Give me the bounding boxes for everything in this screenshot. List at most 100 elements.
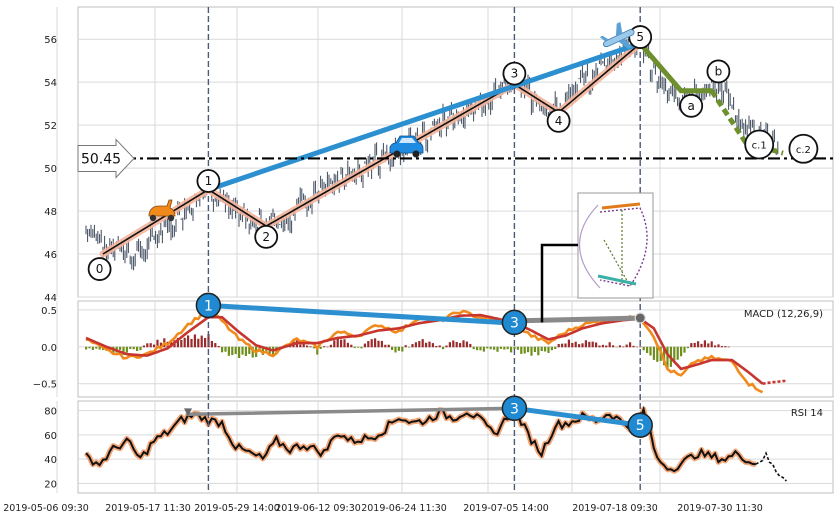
rsi-tick-label: 60 [44, 431, 57, 442]
price-tick-label: 52 [44, 121, 57, 132]
macd-histogram-bar [707, 343, 710, 348]
macd-histogram-bar [183, 337, 186, 348]
macd-histogram-bar [601, 344, 604, 348]
macd-histogram-bar [122, 346, 125, 355]
macd-histogram-bar [350, 344, 353, 348]
macd-histogram-bar [459, 343, 462, 348]
macd-histogram-bar [442, 346, 445, 350]
macd-histogram-bar [357, 346, 360, 348]
macd-histogram-bar [493, 346, 496, 350]
macd-histogram-bar [612, 345, 615, 348]
macd-histogram-bar [333, 340, 336, 348]
macd-histogram-bar [316, 346, 319, 355]
macd-histogram-bar [197, 338, 200, 348]
rsi-panel [83, 403, 787, 482]
macd-histogram-bar [125, 346, 128, 353]
macd-histogram-bar [217, 345, 220, 348]
macd-panel [85, 302, 787, 394]
x-tick-label: 2019-06-12 09:30 [275, 503, 361, 514]
macd-histogram-bar [550, 346, 553, 351]
macd-histogram-bar [642, 346, 645, 351]
macd-histogram-bar [591, 341, 594, 348]
wave-label-b: b [715, 64, 723, 78]
macd-histogram-bar [727, 346, 730, 348]
wave-label-1: 1 [205, 174, 213, 188]
wave-label-2: 2 [262, 230, 270, 244]
macd-histogram-bar [404, 345, 407, 348]
macd-histogram-bar [397, 346, 400, 351]
macd-histogram-bar [646, 346, 649, 354]
wave-label-circle [628, 25, 653, 49]
price-tick-label: 54 [44, 78, 57, 89]
inset-curve [603, 210, 631, 287]
price-tick-label: 56 [44, 35, 57, 46]
macd-histogram-bar [251, 346, 254, 358]
macd-histogram-bar [227, 346, 230, 356]
x-tick-label: 2019-05-06 09:30 [3, 503, 89, 514]
airplane-icon [599, 21, 635, 49]
wave-label-circle [196, 169, 221, 193]
x-tick-label: 2019-06-24 11:30 [361, 503, 447, 514]
macd-histogram-bar [510, 346, 513, 353]
macd-histogram-bar [693, 342, 696, 348]
macd-histogram-bar [98, 346, 101, 350]
macd-histogram-bar [598, 345, 601, 348]
support-callout-arrow [77, 138, 135, 179]
macd-histogram-bar [261, 346, 264, 356]
macd-histogram-bar [244, 346, 247, 356]
macd-histogram-bar [374, 338, 377, 348]
macd-histogram-bar [129, 346, 132, 350]
wave-label-circle [254, 224, 279, 249]
macd-histogram-bar [448, 342, 451, 348]
price-tick-label: 50 [44, 164, 57, 175]
wave-label-0: 0 [96, 262, 104, 276]
wave-label-circle [87, 257, 112, 281]
macd-tick-label: 0.0 [41, 343, 57, 354]
macd-histogram-bar [724, 346, 727, 348]
rsi-label: RSI 14 [791, 408, 823, 419]
macd-histogram-bar [676, 346, 679, 360]
car-icon [389, 135, 424, 158]
macd-histogram-bar [224, 346, 227, 352]
macd-histogram-bar [666, 346, 669, 368]
macd-histogram-bar [387, 344, 390, 348]
rsi-tick-label: 40 [44, 455, 57, 466]
decorations: 50.45 0 1 2 3 4 5 a b c.1 c.2 1 3 3 5 [77, 7, 819, 493]
macd-histogram-bar [540, 346, 543, 352]
macd-histogram-bar [401, 346, 404, 352]
macd-histogram-bar [697, 341, 700, 348]
macd-histogram-bar [513, 346, 516, 349]
macd-histogram-bar [142, 345, 145, 348]
macd-histogram-bar [156, 339, 159, 348]
macd-histogram-bar [520, 346, 523, 354]
wave-label-a: a [688, 99, 695, 113]
panel-frame-price [77, 6, 834, 298]
rsi-divergence-gray [186, 406, 517, 417]
macd-histogram-bar [564, 343, 567, 348]
macd-histogram-bar [615, 346, 618, 348]
macd-histogram-bar [91, 346, 94, 351]
macd-histogram-bar [663, 346, 666, 366]
scooter-icon [148, 199, 176, 222]
macd-histogram-bar [176, 337, 179, 348]
macd-histogram-bar [200, 335, 203, 348]
macd-histogram-bar [571, 342, 574, 348]
price-tick-label: 46 [44, 250, 57, 261]
macd-histogram-bar [340, 339, 343, 348]
macd-histogram-bar [435, 345, 438, 348]
macd-histogram-bar [248, 346, 251, 354]
macd-histogram-bar [445, 345, 448, 348]
macd-histogram-bar [214, 343, 217, 348]
macd-histogram-bar [370, 339, 373, 348]
macd-histogram-bar [384, 344, 387, 348]
macd-histogram-bar [673, 346, 676, 361]
macd-histogram-bar [605, 345, 608, 348]
macd-histogram-bar [544, 346, 547, 352]
macd-histogram-bar [710, 341, 713, 348]
rsi-tick-label: 80 [44, 407, 57, 418]
wave-label-3: 3 [511, 67, 519, 81]
macd-histogram-bar [299, 344, 302, 348]
macd-histogram-bar [431, 343, 434, 348]
macd-histogram-bar [533, 346, 536, 353]
